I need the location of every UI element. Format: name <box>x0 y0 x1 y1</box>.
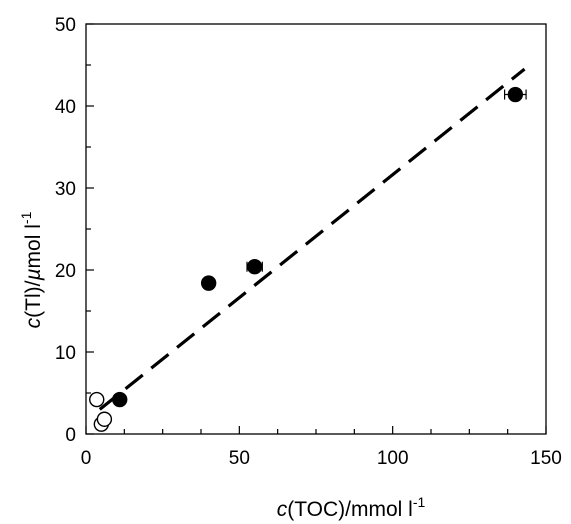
y-axis-label-text: (Tl)/ <box>22 280 45 317</box>
y-axis-label-unit: mol l <box>22 224 45 268</box>
y-axis-label: c(Tl)/µmol l-1 <box>18 211 45 328</box>
y-axis-label-var: c <box>22 317 45 328</box>
x-tick-label: 150 <box>530 448 562 469</box>
data-point-filled <box>112 391 128 408</box>
y-axis-label-sup: -1 <box>18 211 34 224</box>
y-axis-ticks: 0 10 20 30 40 50 <box>55 15 94 446</box>
x-axis-label-text: (TOC)/mmol l <box>287 498 413 521</box>
y-tick-label: 10 <box>55 343 76 364</box>
x-axis-ticks: 0 50 100 150 <box>81 426 562 469</box>
x-tick-label: 0 <box>81 448 92 469</box>
x-tick-label: 50 <box>229 448 250 469</box>
data-point-open <box>96 411 113 427</box>
data-point-filled <box>200 275 217 291</box>
x-tick-label: 100 <box>377 448 409 469</box>
plot-border <box>85 23 547 435</box>
fit-line <box>98 67 526 411</box>
data-point-filled <box>507 86 524 103</box>
y-axis-label-mu: µ <box>22 268 45 281</box>
x-axis-label: c(TOC)/mmol l-1 <box>277 494 426 521</box>
x-axis-label-var: c <box>277 498 288 521</box>
plot-frame <box>85 23 547 435</box>
y-tick-label: 30 <box>55 179 76 200</box>
data-point-layer <box>89 86 524 432</box>
x-axis-label-sup: -1 <box>413 494 426 510</box>
fit-line-layer <box>98 67 526 411</box>
data-point-filled <box>246 259 263 275</box>
y-tick-label: 40 <box>55 97 76 118</box>
y-tick-label: 20 <box>55 261 76 282</box>
y-tick-label: 0 <box>65 425 76 446</box>
data-point-open <box>89 391 105 408</box>
error-bar-layer <box>92 89 527 405</box>
y-tick-label: 50 <box>55 15 76 36</box>
